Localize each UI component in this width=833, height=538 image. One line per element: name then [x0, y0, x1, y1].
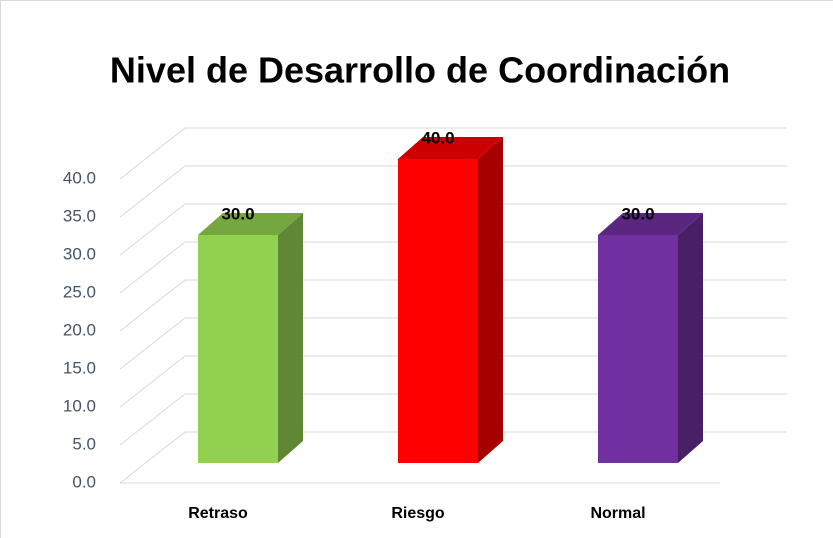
bar-top [398, 137, 503, 159]
bar [598, 235, 678, 463]
bar-side [278, 213, 303, 463]
y-tick-label: 20.0 [63, 320, 96, 339]
grid-line [119, 279, 787, 332]
y-tick-label: 10.0 [63, 396, 96, 415]
chart-title: Nivel de Desarrollo de Coordinación [110, 50, 730, 91]
x-tick-label: Riesgo [391, 505, 445, 522]
bar-side [478, 137, 503, 463]
y-tick-label: 15.0 [63, 358, 96, 377]
grid-line [119, 203, 787, 256]
y-tick-label: 35.0 [63, 206, 96, 225]
grid-line [119, 431, 787, 484]
grid-line [119, 355, 787, 408]
bar [398, 159, 478, 463]
grid-line [119, 241, 787, 294]
y-tick-label: 5.0 [72, 434, 96, 453]
grid-line [119, 393, 787, 446]
x-tick-label: Retraso [188, 505, 248, 522]
grid-line [119, 127, 787, 180]
bar [198, 235, 278, 463]
y-tick-label: 30.0 [63, 244, 96, 263]
x-tick-label: Normal [590, 505, 645, 522]
bar-top [598, 213, 703, 235]
value-label: 30.0 [221, 204, 254, 223]
bar-top [198, 213, 303, 235]
grid-line [119, 317, 787, 370]
y-tick-label: 40.0 [63, 168, 96, 187]
value-label: 30.0 [621, 204, 654, 223]
grid-line [119, 165, 787, 218]
y-tick-label: 0.0 [72, 472, 96, 491]
bar-side [678, 213, 703, 463]
value-label: 40.0 [421, 128, 454, 147]
y-tick-label: 25.0 [63, 282, 96, 301]
